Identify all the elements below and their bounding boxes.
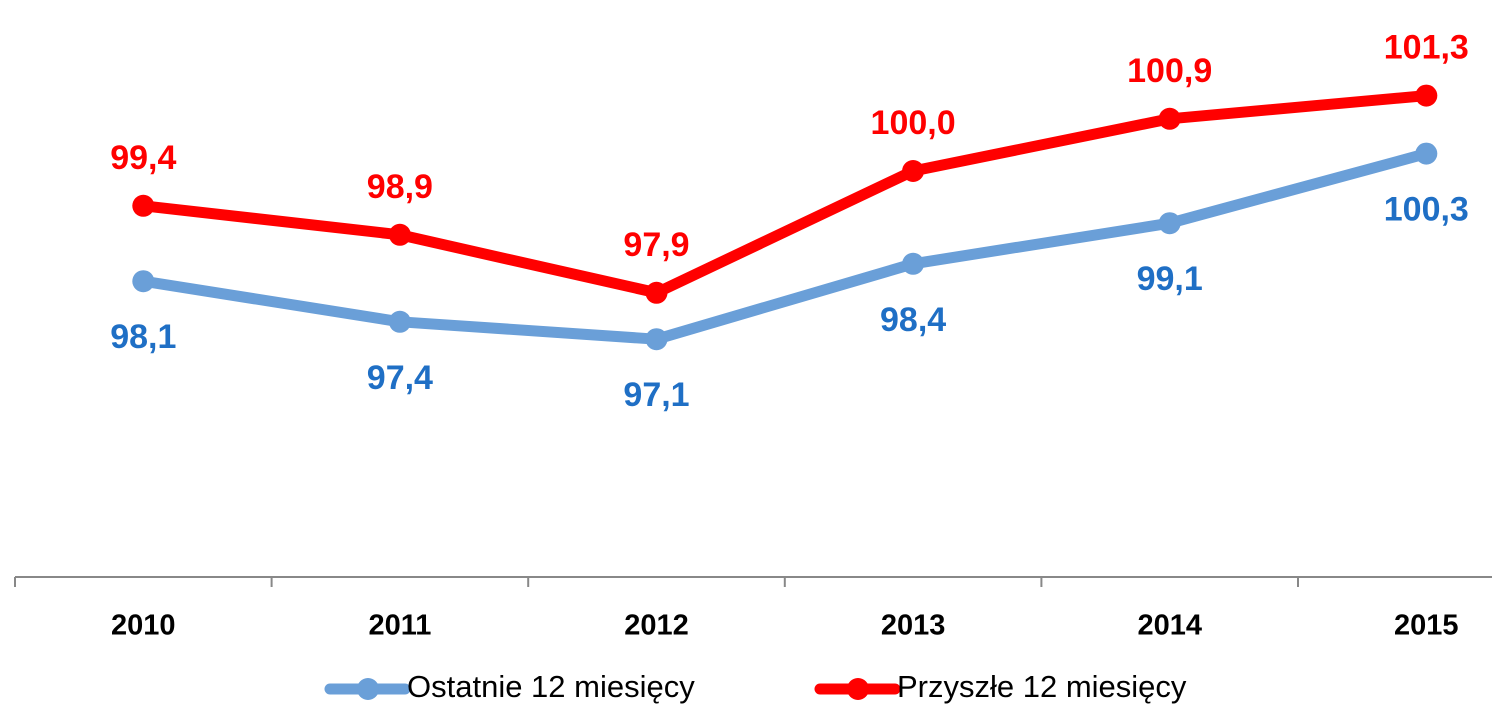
point (1158, 212, 1181, 235)
point (902, 252, 925, 275)
x-tick-label: 2013 (881, 610, 946, 642)
point (1415, 84, 1438, 107)
point (1415, 142, 1438, 165)
legend-marker (847, 678, 869, 700)
data-label: 98,9 (367, 168, 433, 206)
data-label: 97,1 (623, 376, 689, 414)
data-label: 97,9 (623, 226, 689, 264)
point (388, 310, 411, 333)
point (645, 328, 668, 351)
series-line (142, 148, 1428, 345)
series-line (142, 90, 1427, 299)
data-label: 100,0 (871, 104, 956, 142)
data-label: 100,9 (1127, 52, 1212, 90)
data-label: 97,4 (367, 359, 433, 397)
x-tick-label: 2014 (1137, 610, 1202, 642)
point (388, 223, 411, 246)
data-label: 98,4 (880, 301, 946, 339)
data-label: 99,1 (1137, 260, 1203, 298)
point (132, 194, 155, 217)
point (132, 270, 155, 293)
legend-marker (357, 678, 379, 700)
point (902, 160, 925, 182)
data-label: 99,4 (110, 139, 176, 177)
x-tick-label: 2010 (111, 610, 176, 642)
legend-label: Ostatnie 12 miesięcy (407, 669, 695, 704)
data-label: 100,3 (1384, 191, 1469, 229)
x-tick-label: 2012 (624, 610, 689, 642)
point (1158, 107, 1181, 130)
x-tick-label: 2015 (1394, 610, 1459, 642)
data-label: 98,1 (110, 318, 176, 356)
legend-label: Przyszłe 12 miesięcy (897, 669, 1187, 704)
point (645, 281, 668, 304)
x-tick-label: 2011 (368, 610, 431, 642)
data-label: 101,3 (1384, 29, 1469, 67)
